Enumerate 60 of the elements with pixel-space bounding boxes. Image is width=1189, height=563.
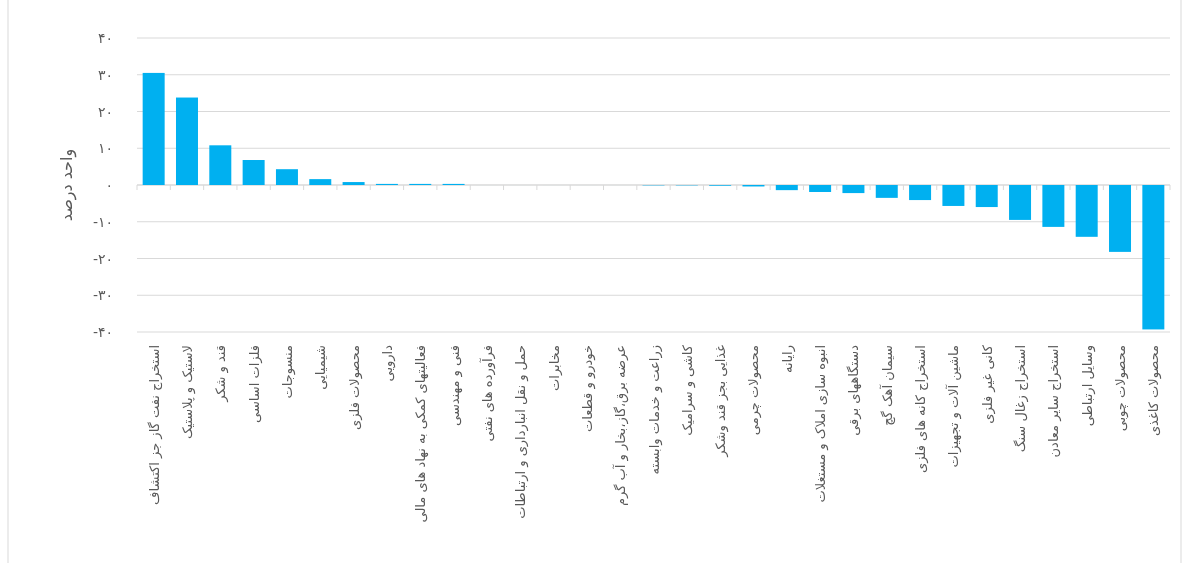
bar — [875, 185, 898, 198]
x-tick-label: کاشی و سرامیک — [679, 344, 696, 436]
x-tick-label: استخراج سایر معادن — [1046, 345, 1063, 458]
x-tick-label: فلزات اساسی — [246, 345, 263, 423]
y-tick-label: ۰ — [105, 177, 113, 193]
bar — [942, 185, 965, 206]
y-tick-label: ۴۰ — [97, 30, 113, 46]
y-tick-label: -۱۰ — [92, 213, 113, 230]
bar — [1009, 185, 1032, 220]
bar — [842, 185, 865, 194]
x-tick-label: دستگاههای برقی — [846, 344, 863, 436]
x-tick-label: منسوجات — [279, 345, 296, 399]
y-tick-label: -۴۰ — [92, 324, 113, 340]
x-tick-label: لاستیک و پلاستیک — [179, 345, 196, 440]
bar — [342, 182, 365, 185]
bar — [309, 179, 332, 185]
x-tick-label: سیمان آهک گچ — [878, 345, 896, 426]
y-tick-label: ۳۰ — [97, 66, 113, 83]
bar — [775, 185, 798, 191]
y-tick-label: -۲۰ — [92, 250, 113, 267]
x-tick-label: رایانه — [779, 345, 796, 374]
x-tick-label: محصولات فلزی — [346, 345, 363, 430]
x-tick-label: فرآورده های نفتی — [478, 345, 496, 442]
x-tick-label: وسایل ارتباطی — [1079, 345, 1096, 427]
bar — [1075, 185, 1098, 237]
y-tick-label: ۱۰ — [97, 140, 113, 157]
x-tick-label: استخراج زغال سنگ — [1013, 345, 1030, 453]
x-tick-label: شیمیایی — [313, 345, 329, 390]
x-tick-label: فنی و مهندسی — [446, 345, 463, 426]
x-tick-label: غذایی بجز قند وشکر — [713, 344, 730, 458]
x-tick-label: محصولات چوبی — [1113, 345, 1130, 432]
bar — [1042, 185, 1065, 227]
bar — [242, 160, 265, 185]
x-tick-label: حمل و نقل انبارداری و ارتباطات — [513, 345, 530, 519]
y-tick-label: -۳۰ — [92, 287, 113, 304]
x-tick-label: محصولات چرمی — [746, 345, 763, 436]
bar — [1142, 185, 1165, 330]
x-tick-label: خودرو و قطعات — [579, 345, 596, 432]
x-tick-label: قند و شکر — [213, 345, 230, 403]
y-tick-label: ۲۰ — [97, 103, 113, 120]
x-tick-label: محصولات کاغذی — [1146, 345, 1163, 437]
x-tick-label: کانی غیر فلزی — [979, 344, 996, 424]
x-tick-label: استخراج نفت گاز جز اکتشاف — [146, 345, 163, 505]
bar — [1109, 185, 1132, 252]
x-tick-label: دارویی — [379, 344, 396, 382]
x-tick-label: مخابرات — [546, 345, 563, 391]
bar — [142, 72, 165, 185]
x-tick-label: فعالیتهای کمکی به نهاد های مالی — [413, 345, 430, 523]
bar — [209, 145, 232, 185]
bar — [175, 97, 198, 185]
bar — [809, 185, 832, 192]
y-axis-title: واحد درصد — [57, 148, 77, 222]
x-tick-label: ماشین آلات و تجهیزات — [945, 345, 963, 468]
x-tick-label: زراعت و خدمات وابسته — [646, 345, 663, 475]
bar — [909, 185, 932, 201]
x-tick-label: انبوه سازی املاک و مستغلات — [813, 345, 830, 503]
bar — [275, 169, 298, 185]
x-tick-label: استخراج کانه های فلزی — [913, 345, 930, 473]
x-tick-label: عرضه برق،گاز،بخار و آب گرم — [612, 345, 630, 506]
bar — [975, 185, 998, 208]
